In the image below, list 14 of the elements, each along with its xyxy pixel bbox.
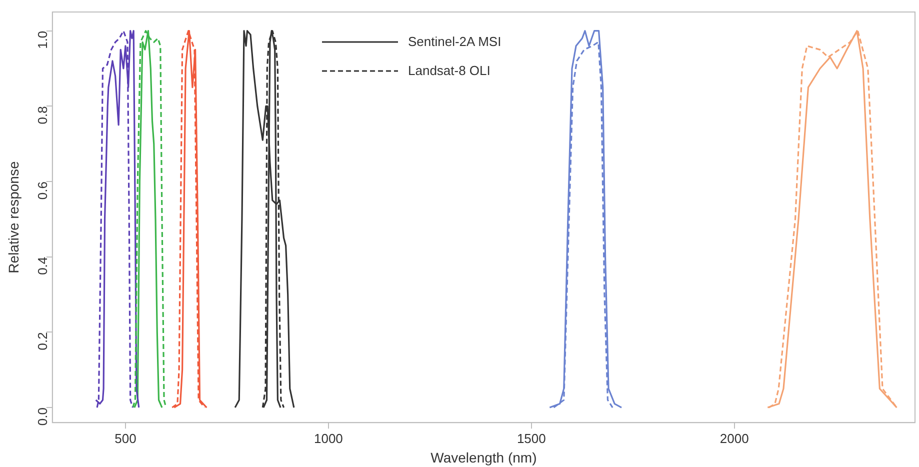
x-tick-label: 500 <box>114 430 136 446</box>
y-tick-label: 1.0 <box>34 30 50 49</box>
y-tick-label: 0.4 <box>34 256 50 275</box>
x-tick-label: 1500 <box>516 430 546 446</box>
y-tick-label: 0.6 <box>34 182 50 200</box>
y-tick-label: 0.2 <box>34 332 50 350</box>
y-axis-title: Relative response <box>5 161 22 274</box>
text: Landsat-8 OLI <box>408 63 490 78</box>
x-tick-label: 2000 <box>720 430 749 446</box>
x-tick-label: 1000 <box>314 430 343 446</box>
text: Sentinel-2A MSI <box>408 34 502 49</box>
x-axis-title: Wavelength (nm) <box>430 449 537 466</box>
y-tick-label: 0.8 <box>34 106 50 124</box>
y-tick-label: 0.0 <box>34 408 50 426</box>
